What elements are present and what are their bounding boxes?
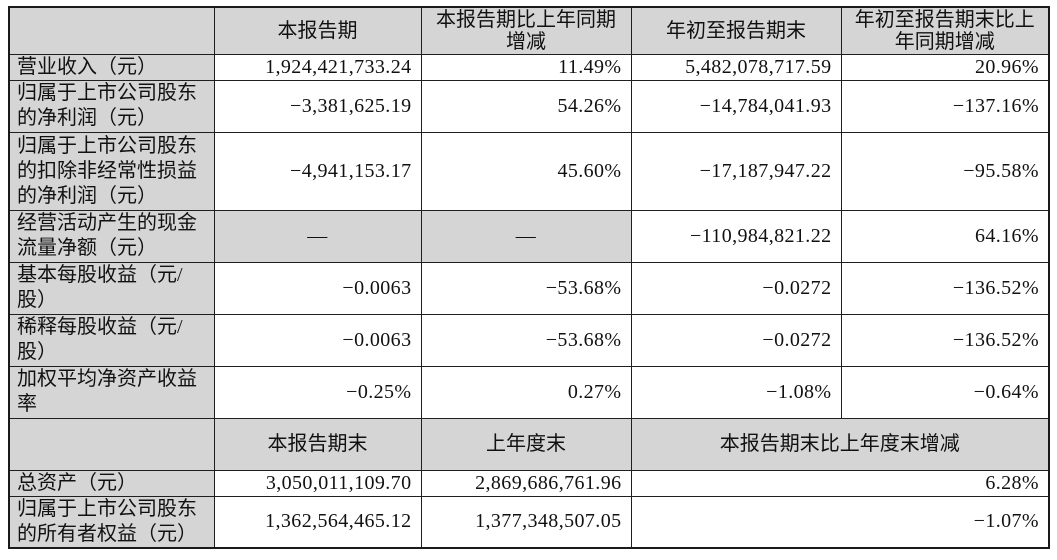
value-change-vs-prev-year-end: −1.07% <box>630 495 1050 549</box>
value-current-period-yoy-dash: — <box>420 209 632 263</box>
value-current-period: 1,924,421,733.24 <box>213 53 422 81</box>
value-ytd: −17,187,947.22 <box>630 131 842 211</box>
value-ytd: −0.0272 <box>630 313 842 367</box>
value-current-period: −3,381,625.19 <box>213 79 422 133</box>
value-current-period: −0.25% <box>213 365 422 419</box>
corner-header-cell <box>8 6 215 55</box>
value-prev-year-end: 2,869,686,761.96 <box>420 469 632 497</box>
col-header-ytd-yoy-change: 年初至报告期末比上 年同期增减 <box>840 6 1050 55</box>
value-ytd: −0.0272 <box>630 261 842 315</box>
value-current-period-yoy: −53.68% <box>420 261 632 315</box>
value-current-period-yoy: 54.26% <box>420 79 632 133</box>
header-row-balance: 本报告期末 上年度末 本报告期末比上年度末增减 <box>8 417 1050 471</box>
value-ytd-yoy: −95.58% <box>840 131 1050 211</box>
col-header-period-end: 本报告期末 <box>213 417 422 471</box>
row-label: 总资产（元） <box>8 469 215 497</box>
table-row-total-assets: 总资产（元） 3,050,011,109.70 2,869,686,761.96… <box>8 469 1050 497</box>
value-ytd-yoy: −0.64% <box>840 365 1050 419</box>
col-header-change-vs-prev-year-end: 本报告期末比上年度末增减 <box>630 417 1050 471</box>
row-label: 归属于上市公司股东 的净利润（元） <box>8 79 215 133</box>
col-header-current-period: 本报告期 <box>213 6 422 55</box>
col-header-ytd: 年初至报告期末 <box>630 6 842 55</box>
table-row-operating-cash-flow: 经营活动产生的现金 流量净额（元） — — −110,984,821.22 64… <box>8 209 1050 263</box>
value-prev-year-end: 1,377,348,507.05 <box>420 495 632 549</box>
table-row-basic-eps: 基本每股收益（元/ 股） −0.0063 −53.68% −0.0272 −13… <box>8 261 1050 315</box>
value-ytd-yoy: −136.52% <box>840 261 1050 315</box>
value-current-period-dash: — <box>213 209 422 263</box>
row-label: 经营活动产生的现金 流量净额（元） <box>8 209 215 263</box>
row-label: 加权平均净资产收益 率 <box>8 365 215 419</box>
value-ytd: −110,984,821.22 <box>630 209 842 263</box>
value-current-period-yoy: −53.68% <box>420 313 632 367</box>
value-current-period: −0.0063 <box>213 313 422 367</box>
value-ytd-yoy: −137.16% <box>840 79 1050 133</box>
value-ytd: −14,784,041.93 <box>630 79 842 133</box>
table-row-diluted-eps: 稀释每股收益（元/ 股） −0.0063 −53.68% −0.0272 −13… <box>8 313 1050 367</box>
value-current-period-yoy: 0.27% <box>420 365 632 419</box>
value-current-period-yoy: 45.60% <box>420 131 632 211</box>
financial-summary-table: 本报告期 本报告期比上年同期 增减 年初至报告期末 年初至报告期末比上 年同期增… <box>8 6 1050 549</box>
value-ytd-yoy: 64.16% <box>840 209 1050 263</box>
value-ytd: −1.08% <box>630 365 842 419</box>
col-header-prev-year-end: 上年度末 <box>420 417 632 471</box>
value-current-period-yoy: 11.49% <box>420 53 632 81</box>
value-change-vs-prev-year-end: 6.28% <box>630 469 1050 497</box>
row-label: 基本每股收益（元/ 股） <box>8 261 215 315</box>
col-header-current-period-yoy-change: 本报告期比上年同期 增减 <box>420 6 632 55</box>
row-label: 归属于上市公司股东 的扣除非经常性损益 的净利润（元） <box>8 131 215 211</box>
value-period-end: 1,362,564,465.12 <box>213 495 422 549</box>
row-label: 归属于上市公司股东 的所有者权益（元） <box>8 495 215 549</box>
value-current-period: −0.0063 <box>213 261 422 315</box>
table-row-owners-equity: 归属于上市公司股东 的所有者权益（元） 1,362,564,465.12 1,3… <box>8 495 1050 549</box>
value-period-end: 3,050,011,109.70 <box>213 469 422 497</box>
value-ytd: 5,482,078,717.59 <box>630 53 842 81</box>
row-label: 营业收入（元） <box>8 53 215 81</box>
value-ytd-yoy: −136.52% <box>840 313 1050 367</box>
table-row-weighted-avg-roe: 加权平均净资产收益 率 −0.25% 0.27% −1.08% −0.64% <box>8 365 1050 419</box>
header-row-period: 本报告期 本报告期比上年同期 增减 年初至报告期末 年初至报告期末比上 年同期增… <box>8 6 1050 55</box>
value-current-period: −4,941,153.17 <box>213 131 422 211</box>
row-label: 稀释每股收益（元/ 股） <box>8 313 215 367</box>
corner-header-cell-2 <box>8 417 215 471</box>
value-ytd-yoy: 20.96% <box>840 53 1050 81</box>
table-row-net-profit-excl-nonrecurring: 归属于上市公司股东 的扣除非经常性损益 的净利润（元） −4,941,153.1… <box>8 131 1050 211</box>
table-row-operating-revenue: 营业收入（元） 1,924,421,733.24 11.49% 5,482,07… <box>8 53 1050 81</box>
table-row-net-profit: 归属于上市公司股东 的净利润（元） −3,381,625.19 54.26% −… <box>8 79 1050 133</box>
